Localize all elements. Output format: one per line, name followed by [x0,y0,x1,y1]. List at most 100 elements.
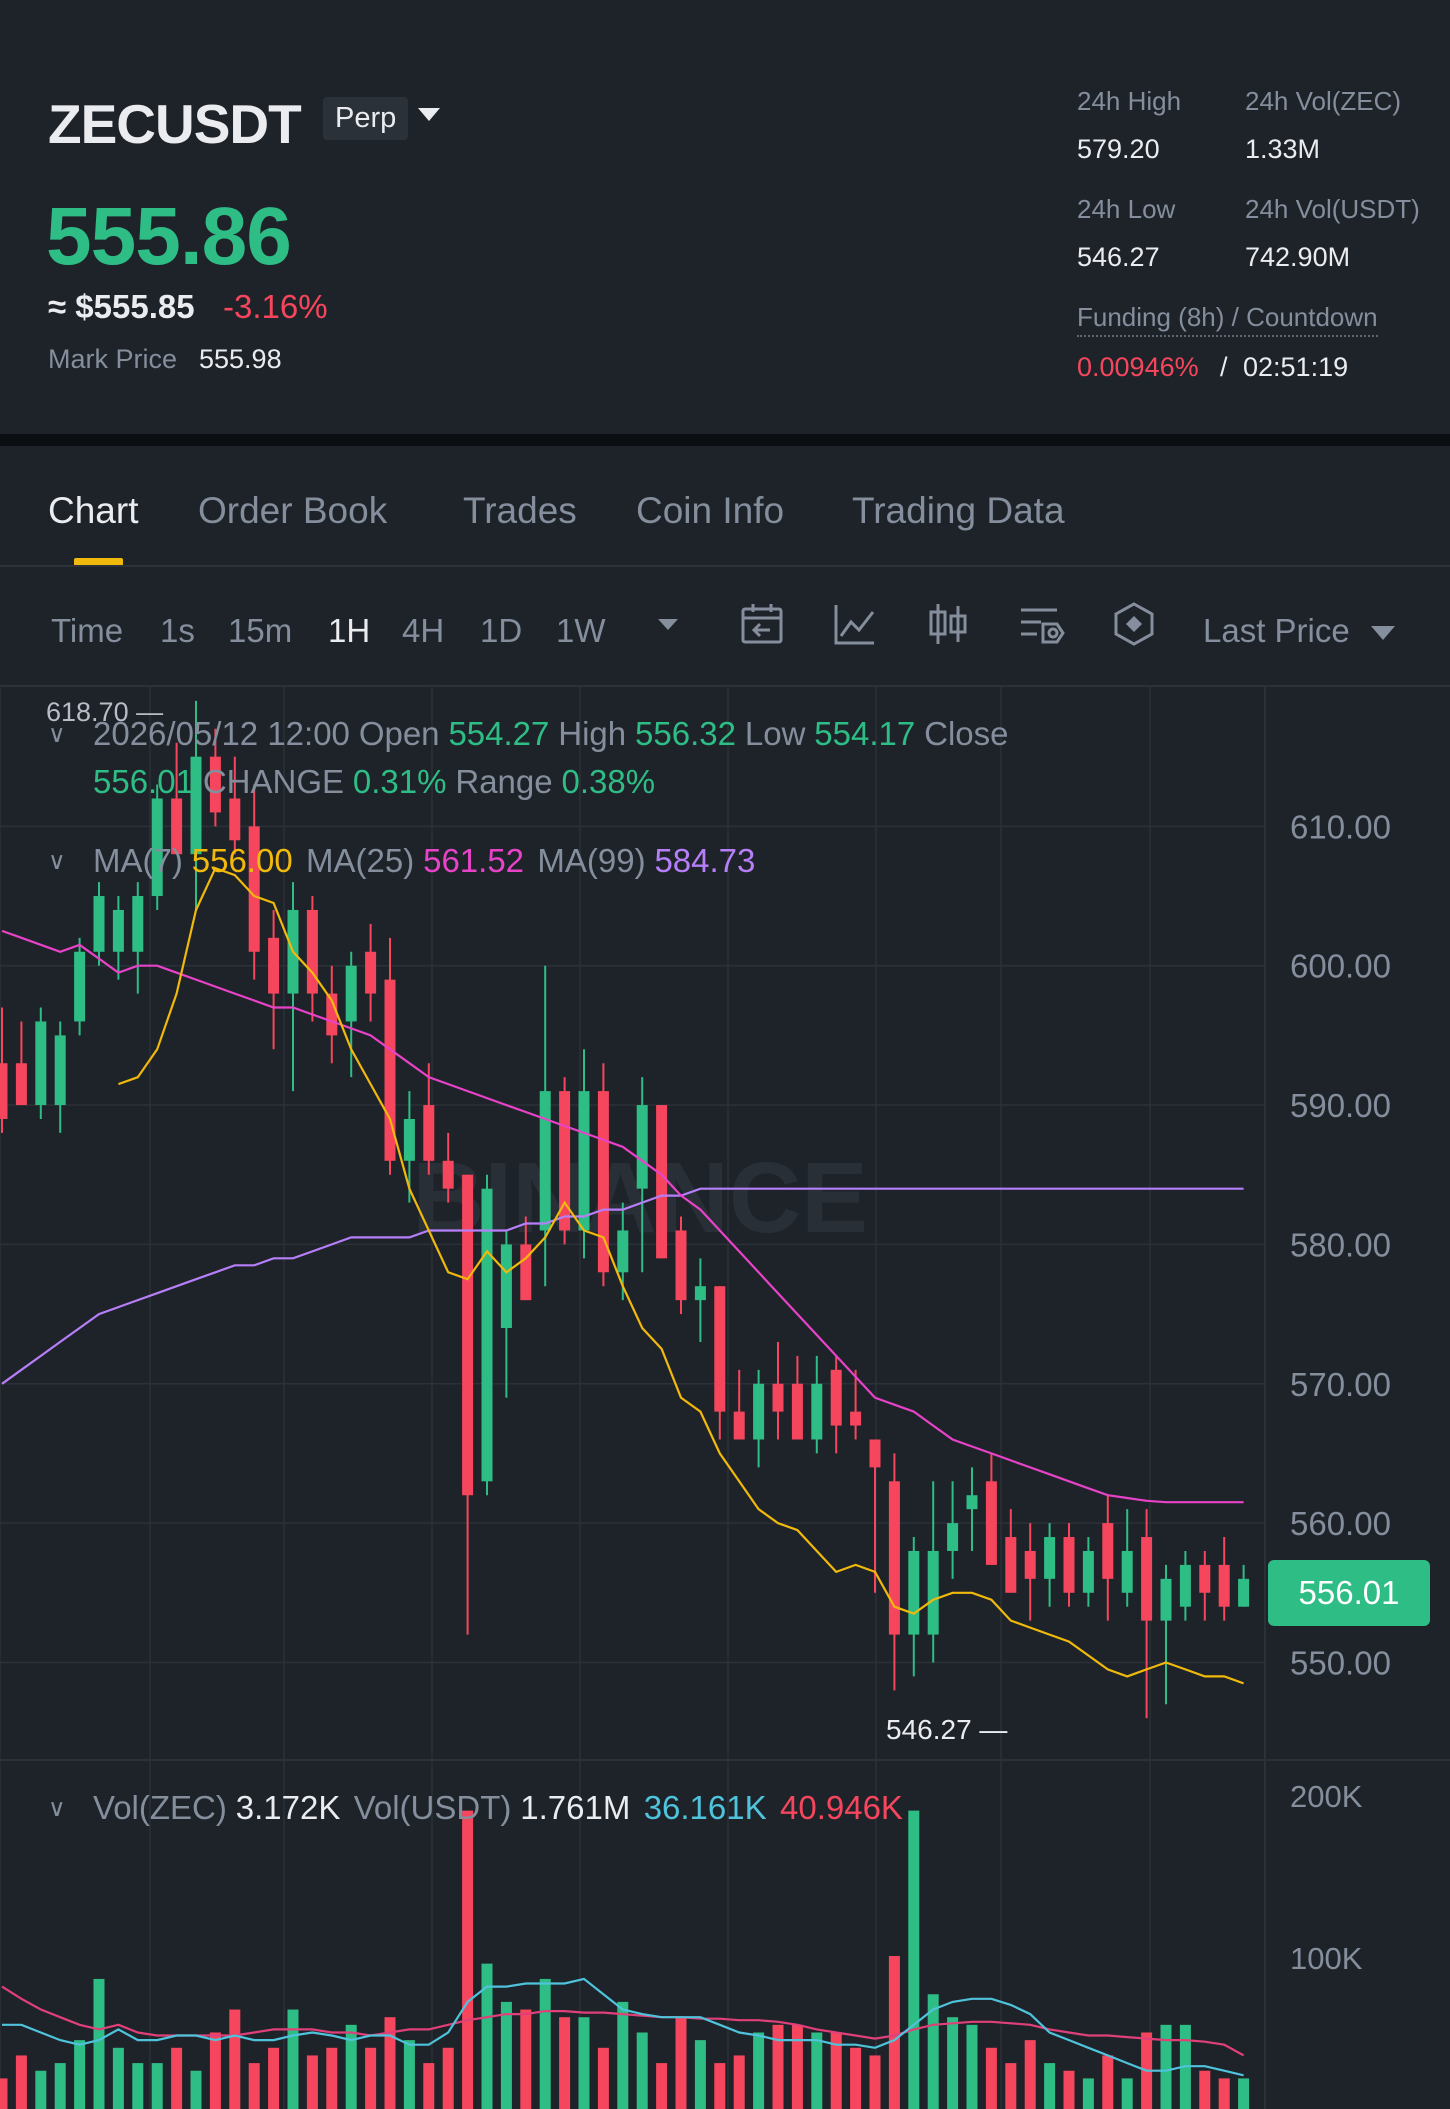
approx-usd-price: ≈ $555.85 [48,288,195,325]
low-24h-label: 24h Low [1077,194,1176,224]
candle-body [1199,1564,1211,1593]
candle-body [559,1091,571,1231]
volume-bars [0,1810,1250,2109]
candle-info-row-1: 2026/05/12 12:00 Open 554.27 High 556.32… [93,715,1009,753]
symbol-title[interactable]: ZECUSDT [48,93,302,155]
volume-bar [0,2078,8,2109]
tabs-divider [0,565,1450,567]
collapse-volume-info-icon[interactable]: ∨ [48,1795,66,1822]
volume-bar [1024,2040,1036,2109]
candle-body [772,1383,784,1412]
candle-body [500,1244,512,1329]
more-timeframes-icon[interactable] [644,600,692,648]
candle-body [675,1230,687,1301]
candle-body [539,1091,551,1231]
change-percent: -3.16% [223,288,328,325]
timeframe-1w[interactable]: 1W [556,612,606,649]
price-type-dropdown[interactable]: Last Price [1203,612,1395,650]
candle-body [1238,1578,1250,1607]
tab-chart[interactable]: Chart [48,490,139,531]
volume-bar [520,2009,532,2109]
range-value: 0.38% [561,763,656,800]
candle-body [365,951,377,994]
candle-body [966,1495,978,1510]
candle-body [1160,1578,1172,1621]
current-price-tag: 556.01 [1268,1560,1430,1626]
funding-separator: / [1220,352,1228,382]
mark-price-value: 555.98 [199,344,282,374]
ma99-label: MA(99) [537,842,646,879]
timeframe-1h[interactable]: 1H [328,612,371,649]
volume-bar [947,2017,959,2109]
candle-body [1024,1550,1036,1579]
symbol-dropdown-icon[interactable] [418,108,440,121]
volume-ma-b-line [1,1985,1245,2057]
price-axis-label: 600.00 [1290,948,1391,985]
candle-body [1005,1537,1017,1593]
volume-bar [365,2047,377,2109]
volume-bar [93,1978,105,2109]
depth-icon[interactable] [1110,600,1158,648]
candle-body [714,1286,726,1412]
candle-body [597,1091,609,1273]
ma25-value: 561.52 [423,842,525,879]
ma25-label: MA(25) [306,842,415,879]
date-range-icon[interactable] [738,600,786,648]
candle-body [578,1091,590,1231]
tab-trades[interactable]: Trades [463,490,577,531]
candle-body [209,756,221,813]
candle-body [888,1481,900,1635]
collapse-ma-info-icon[interactable]: ∨ [48,848,66,875]
volume-bar [753,2032,765,2109]
ma7-line [118,866,1244,1685]
candle-body [1082,1550,1094,1593]
vol-zec-label: Vol(ZEC) [93,1789,227,1826]
volume-bar [578,2017,590,2109]
contract-type-badge: Perp [323,97,409,140]
candlestick-chart[interactable]: BINANCE 610.00600.00590.00580.00570.0056… [0,687,1450,2109]
visible-low-marker: 546.27 — [886,1714,1008,1745]
candle-body [35,1021,47,1106]
tab-coin-info[interactable]: Coin Info [636,490,785,531]
candle-body [15,1063,27,1106]
volume-bar [675,2017,687,2109]
chart-type-icon[interactable] [924,600,972,648]
volume-bar [35,2070,47,2109]
timeframe-1d[interactable]: 1D [480,612,523,649]
toolbar-divider [0,685,1450,687]
volume-bar [888,1955,900,2109]
candle-body [93,896,105,952]
tab-order-book[interactable]: Order Book [198,490,388,531]
candle-body [791,1383,803,1440]
last-price: 555.86 [46,191,292,282]
timeframe-4h[interactable]: 4H [402,612,445,649]
candle-info-row-2: 556.01 CHANGE 0.31% Range 0.38% [93,763,655,801]
low-label: Low [744,715,806,752]
indicators-icon[interactable] [831,600,879,648]
high-24h-label: 24h High [1077,86,1182,116]
volume-bar [1082,2078,1094,2109]
chart-settings-icon[interactable] [1017,600,1065,648]
volume-bar [714,2063,726,2109]
candle-body [985,1481,997,1565]
high-label: High [558,715,627,752]
market-header: ZECUSDT Perp 555.86 ≈ $555.85 -3.16% Mar… [0,0,1450,434]
ma7-value: 556.00 [191,842,293,879]
tab-trading-data[interactable]: Trading Data [852,490,1065,531]
candle-body [54,1035,66,1106]
candle-body [1102,1523,1114,1579]
candle-body [423,1105,435,1161]
timeframe-15m[interactable]: 15m [228,612,293,649]
timeframe-time[interactable]: Time [51,612,124,649]
funding-label[interactable]: Funding (8h) / Countdown [1077,302,1378,337]
vol-zec-value: 3.172K [235,1789,341,1826]
timeframe-1s[interactable]: 1s [160,612,195,649]
close-label: Close [924,715,1009,752]
volume-bar [617,2001,629,2109]
volume-info-row: Vol(ZEC) 3.172K Vol(USDT) 1.761M 36.161K… [93,1789,903,1827]
collapse-candle-info-icon[interactable]: ∨ [48,721,66,748]
volume-bar [908,1810,920,2109]
price-axis: 610.00 600.00 590.00 580.00 570.00 560.00 550.… [1290,808,1391,1976]
candle-datetime: 2026/05/12 12:00 [93,715,350,752]
low-value: 554.17 [814,715,916,752]
